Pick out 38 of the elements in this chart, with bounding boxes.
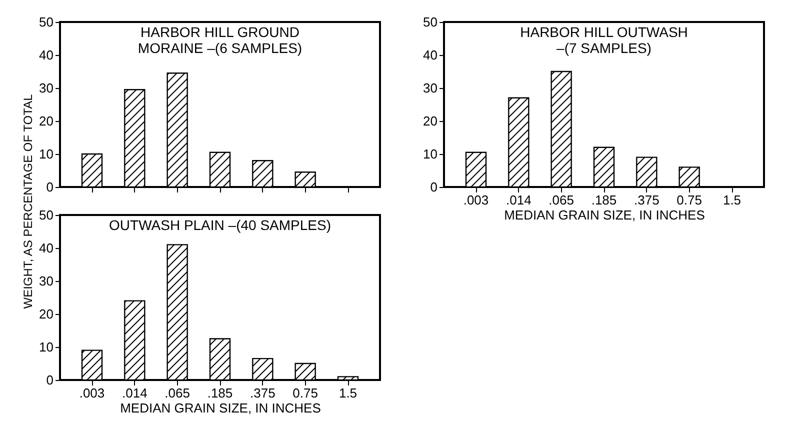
x-tick-label: .065 (164, 386, 190, 400)
x-tick-label: .003 (79, 386, 105, 400)
y-tick-label: 30 (39, 80, 54, 96)
y-tick-label: 0 (46, 180, 54, 194)
x-tick-label: 1.5 (722, 192, 742, 208)
text: HARBOR HILL OUTWASH –(7 SAMPLES) (520, 24, 688, 56)
y-tick-label: 30 (423, 80, 438, 96)
y-axis-title: WEIGHT, AS PERCENTAGE OF TOTAL (21, 94, 36, 309)
x-axis-title: MEDIAN GRAIN SIZE, IN INCHES (504, 208, 706, 222)
y-tick-label: 10 (423, 146, 438, 162)
x-tick-label: .065 (548, 192, 574, 208)
x-tick-label: .014 (506, 192, 532, 208)
y-tick-label: 10 (39, 146, 54, 162)
y-tick-label: 50 (423, 14, 438, 30)
y-tick-label: 30 (39, 274, 54, 288)
y-tick-label: 20 (39, 114, 54, 128)
chart-title: OUTWASH PLAIN –(40 SAMPLES) (109, 217, 331, 233)
x-tick-label: .185 (591, 192, 617, 208)
x-tick-label: 0.75 (292, 386, 318, 400)
y-tick-label: 0 (46, 372, 54, 388)
y-tick-label: 50 (39, 208, 54, 222)
y-tick-label: 50 (39, 14, 54, 30)
x-tick-label: 1.5 (338, 386, 358, 400)
x-axis-title: MEDIAN GRAIN SIZE, IN INCHES (120, 400, 322, 416)
x-tick-label: .014 (122, 386, 148, 400)
y-tick-label: 40 (423, 48, 438, 62)
text: HARBOR HILL GROUND MORAINE –(6 SAMPLES) (138, 24, 302, 56)
y-tick-label: 10 (39, 340, 54, 354)
x-tick-label: .375 (250, 386, 276, 400)
x-tick-label: 0.75 (676, 192, 702, 208)
y-tick-label: 40 (39, 240, 54, 256)
y-tick-label: 40 (39, 48, 54, 62)
x-tick-label: .375 (634, 192, 660, 208)
y-tick-label: 20 (423, 114, 438, 128)
y-tick-label: 0 (430, 180, 438, 194)
y-tick-label: 20 (39, 306, 54, 322)
x-tick-label: .003 (463, 192, 489, 208)
x-tick-label: .185 (207, 386, 233, 400)
